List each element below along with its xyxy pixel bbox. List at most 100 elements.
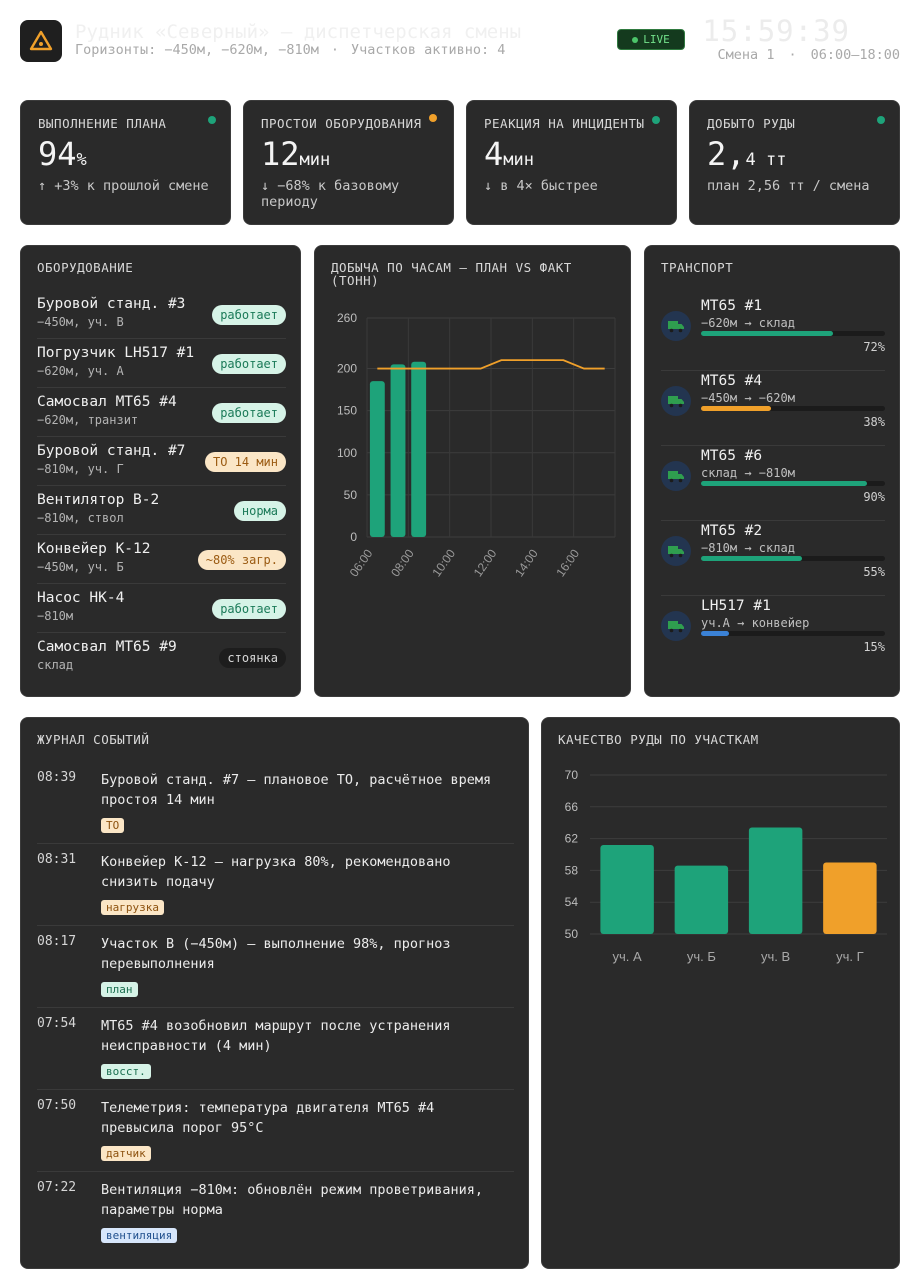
x-tick-label: 14:00 (512, 546, 541, 579)
event-row[interactable]: 08:31 Конвейер К-12 — нагрузка 80%, реком… (37, 852, 514, 926)
equipment-name: Буровой станд. #7 (37, 443, 186, 459)
status-badge: норма (233, 501, 286, 521)
equipment-name: Конвейер К-12 (37, 541, 151, 557)
equipment-name: Буровой станд. #3 (37, 296, 186, 312)
event-text: Вентиляция −810м: обновлён режим проветр… (101, 1182, 484, 1218)
kpi-number: 2, (707, 135, 746, 173)
shift-info: Смена 1 · 06:00–18:00 (718, 47, 900, 63)
kpi-card-incidents: РЕАКЦИЯ НА ИНЦИДЕНТЫ 4мин ↓ в 4× быстрее (466, 100, 677, 225)
bar-actual (369, 381, 385, 537)
event-row[interactable]: 07:50 Телеметрия: температура двигателя М… (37, 1098, 514, 1172)
kpi-note: ↓ −68% к базовому периоду (261, 178, 400, 210)
event-row[interactable]: 07:54 МТ65 #4 возобновил маршрут после ус… (37, 1016, 514, 1090)
quality-bar (823, 862, 877, 934)
bar-actual (411, 361, 427, 537)
progress-percent: 55% (863, 565, 885, 579)
transport-row[interactable]: LH517 #1 уч.А → конвейер 15% (661, 596, 885, 671)
shift-label: Смена 1 (717, 47, 775, 63)
progress-fill (701, 406, 771, 411)
kpi-unit: мин (503, 150, 534, 170)
vehicle-route: −620м → склад (701, 316, 795, 330)
kpi-value: 2,4 тт (707, 135, 786, 173)
equipment-name: Погрузчик LH517 #1 (37, 345, 195, 361)
equipment-row[interactable]: Буровой станд. #3 −450м, уч. В работает (37, 290, 286, 339)
vehicle-name: LH517 #1 (701, 598, 771, 614)
live-badge: LIVE (617, 29, 685, 50)
progress-fill (701, 631, 729, 636)
event-text: МТ65 #4 возобновил маршрут после устране… (101, 1018, 451, 1054)
equipment-row[interactable]: Самосвал МТ65 #9 склад стоянка (37, 633, 286, 682)
progress-track (701, 481, 885, 486)
status-badge: работает (212, 403, 286, 423)
kpi-note: ↑ +3% к прошлой смене (38, 178, 209, 194)
status-badge: ~80% загр. (197, 550, 286, 570)
y-tick-label: 58 (565, 863, 579, 877)
kpi-note: план 2,56 тт / смена (707, 178, 870, 194)
vehicle-route: −450м → −620м (701, 391, 795, 405)
x-tick-label: 10:00 (429, 546, 458, 579)
equipment-row[interactable]: Конвейер К-12 −450м, уч. Б ~80% загр. (37, 535, 286, 584)
equipment-row[interactable]: Вентилятор В-2 −810м, ствол норма (37, 486, 286, 535)
app-logo (20, 20, 62, 62)
equipment-row[interactable]: Самосвал МТ65 #4 −620м, транзит работает (37, 388, 286, 437)
kpi-unit: мин (299, 150, 331, 170)
kpi-unit: % (76, 150, 87, 170)
equipment-row[interactable]: Погрузчик LH517 #1 −620м, уч. А работает (37, 339, 286, 388)
vehicle-route: уч.А → конвейер (701, 616, 810, 630)
event-tag: вентиляция (101, 1228, 178, 1243)
kpi-card-downtime: ПРОСТОИ ОБОРУДОВАНИЯ 12мин ↓ −68% к базо… (243, 100, 454, 225)
transport-row[interactable]: МТ65 #4 −450м → −620м 38% (661, 371, 885, 446)
y-tick-label: 54 (565, 895, 579, 909)
event-time: 08:31 (37, 852, 77, 867)
y-tick-label: 70 (565, 768, 579, 782)
vehicle-name: МТ65 #4 (701, 373, 763, 389)
status-dot-icon (208, 116, 216, 124)
page-subtitle: Горизонты: −450м, −620м, −810м · Участков … (75, 42, 505, 58)
event-time: 08:17 (37, 934, 77, 949)
status-badge: работает (212, 599, 286, 619)
event-row[interactable]: 07:22 Вентиляция −810м: обновлён режим пр… (37, 1180, 514, 1254)
equipment-row[interactable]: Насос НК-4 −810м работает (37, 584, 286, 633)
truck-icon (661, 611, 691, 641)
event-tag: нагрузка (101, 900, 164, 915)
equipment-name: Насос НК-4 (37, 590, 125, 606)
equipment-location: −450м, уч. В (37, 315, 124, 329)
event-text: Участок В (−450м) — выполнение 98%, прог… (101, 936, 451, 972)
production-panel: ДОБЫЧА ПО ЧАСАМ — ПЛАН VS ФАКТ (ТОНН) 0 5… (314, 245, 631, 697)
quality-bar (600, 844, 654, 934)
journal-panel: ЖУРНАЛ СОБЫТИЙ 08:39 Буровой станд. #7 — … (20, 717, 529, 1269)
separator: · (788, 47, 797, 63)
page-title: Рудник «Северный» — диспетчерская смены (75, 21, 522, 43)
truck-icon (661, 386, 691, 416)
clock: 15:59:39 (702, 14, 850, 48)
equipment-location: −620м, уч. А (37, 364, 124, 378)
quality-bar (748, 827, 803, 934)
transport-row[interactable]: МТ65 #6 склад → −810м 90% (661, 446, 885, 521)
warning-triangle-icon (29, 30, 53, 51)
transport-row[interactable]: МТ65 #2 −810м → склад 55% (661, 521, 885, 596)
equipment-row[interactable]: Буровой станд. #7 −810м, уч. Г ТО 14 мин (37, 437, 286, 486)
y-tick-label: 260 (337, 311, 357, 325)
status-dot-icon (429, 114, 437, 122)
separator: · (330, 42, 339, 58)
event-row[interactable]: 08:39 Буровой станд. #7 — плановое ТО, ра… (37, 770, 514, 844)
event-time: 08:39 (37, 770, 77, 785)
kpi-label: ДОБЫТО РУДЫ (707, 116, 796, 131)
x-tick-label: уч. Б (687, 949, 716, 964)
kpi-note: ↓ в 4× быстрее (484, 178, 598, 194)
equipment-name: Самосвал МТ65 #9 (37, 639, 177, 655)
kpi-label: ВЫПОЛНЕНИЕ ПЛАНА (38, 116, 167, 131)
kpi-value: 4мин (484, 135, 534, 173)
progress-percent: 90% (863, 490, 885, 504)
event-text: Буровой станд. #7 — плановое ТО, расчётн… (101, 772, 492, 808)
event-time: 07:54 (37, 1016, 77, 1031)
vehicle-name: МТ65 #1 (701, 298, 763, 314)
y-tick-label: 150 (337, 404, 357, 418)
event-row[interactable]: 08:17 Участок В (−450м) — выполнение 98%,… (37, 934, 514, 1008)
transport-panel: ТРАНСПОРТ МТ65 #1 −620м → склад 72% МТ65 #4… (644, 245, 900, 697)
truck-icon (661, 536, 691, 566)
transport-row[interactable]: МТ65 #1 −620м → склад 72% (661, 296, 885, 371)
x-tick-label: 16:00 (553, 546, 582, 579)
vehicle-route: −810м → склад (701, 541, 795, 555)
header: Рудник «Северный» — диспетчерская смены … (20, 14, 900, 68)
